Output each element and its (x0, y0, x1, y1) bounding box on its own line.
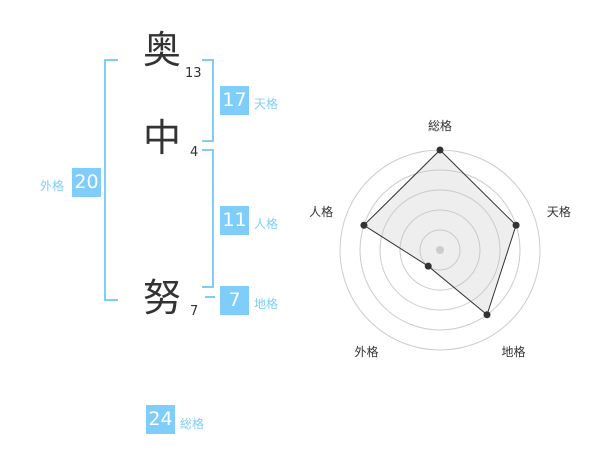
radar-point (483, 311, 491, 319)
gaikaku-bracket (104, 59, 118, 301)
tenkaku-value: 17 (220, 86, 249, 115)
radar-point (512, 221, 520, 229)
radar-point (436, 146, 444, 154)
radar-grid-ring (359, 169, 521, 331)
radar-axis-label: 外格 (354, 345, 379, 360)
radar-grid-ring (419, 229, 461, 271)
gaikaku-value: 20 (72, 168, 101, 197)
stroke-count-3: 7 (190, 304, 199, 319)
name-char-2: 中 (142, 116, 181, 160)
soukaku-label: 総格 (180, 417, 205, 431)
radar-point (424, 262, 432, 270)
radar-area (363, 149, 517, 316)
radar-grid-ring (379, 189, 501, 311)
jinkaku-label: 人格 (254, 217, 279, 231)
stroke-count-2: 4 (190, 145, 199, 160)
tenkaku-bracket (202, 59, 214, 142)
tenkaku-label: 天格 (254, 97, 279, 111)
chikaku-label: 地格 (254, 297, 279, 311)
radar-center (436, 246, 444, 254)
radar-point (360, 221, 368, 229)
jinkaku-bracket (202, 149, 214, 288)
radar-grid-ring (399, 209, 481, 291)
gaikaku-label: 外格 (40, 179, 65, 193)
stroke-count-1: 13 (185, 66, 202, 81)
radar-axis-label: 総格 (427, 119, 452, 133)
chikaku-connector (205, 296, 215, 298)
jinkaku-value: 11 (220, 206, 249, 235)
name-char-3: 努 (142, 276, 181, 320)
chikaku-value: 7 (220, 286, 249, 315)
soukaku-value: 24 (146, 405, 175, 434)
radar-axis-label: 地格 (501, 345, 526, 360)
radar-axis-label: 天格 (546, 205, 571, 220)
radar-axis-label: 人格 (309, 205, 334, 220)
name-char-1: 奥 (142, 28, 181, 72)
